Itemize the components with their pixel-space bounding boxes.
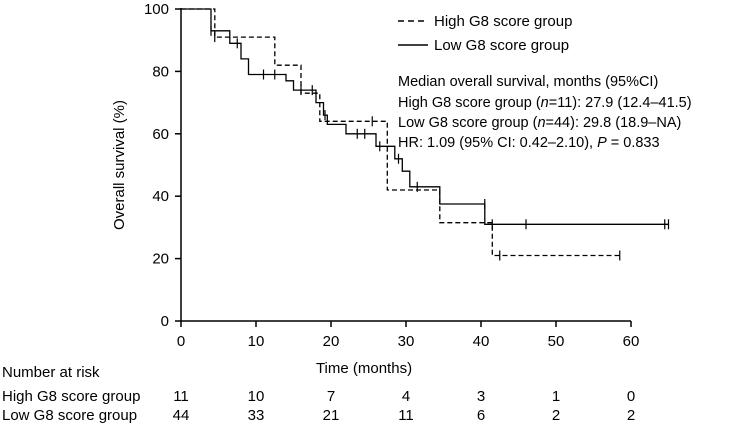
risk-table-title: Number at risk bbox=[2, 364, 100, 381]
risk-value-low-0: 44 bbox=[173, 407, 190, 424]
y-tick-label-100: 100 bbox=[144, 1, 169, 18]
y-tick-label-80: 80 bbox=[152, 63, 169, 80]
legend: High G8 score group Low G8 score group bbox=[398, 13, 572, 54]
risk-value-high-30: 4 bbox=[402, 388, 410, 405]
y-tick-label-20: 20 bbox=[152, 251, 169, 268]
risk-value-high-60: 0 bbox=[627, 388, 635, 405]
risk-value-high-20: 7 bbox=[327, 388, 335, 405]
risk-value-high-0: 11 bbox=[173, 388, 189, 405]
risk-row-label-low: Low G8 score group bbox=[2, 407, 137, 424]
x-tick-label-20: 20 bbox=[323, 333, 340, 350]
risk-value-low-60: 2 bbox=[627, 407, 635, 424]
x-tick-label-50: 50 bbox=[548, 333, 565, 350]
y-tick-label-0: 0 bbox=[161, 313, 169, 330]
y-axis-title: Overall survival (%) bbox=[111, 100, 128, 230]
risk-value-high-50: 1 bbox=[552, 388, 560, 405]
risk-value-low-50: 2 bbox=[552, 407, 560, 424]
x-axis-title: Time (months) bbox=[316, 360, 412, 377]
risk-row-label-high: High G8 score group bbox=[2, 388, 140, 405]
annotation-header: Median overall survival, months (95%CI) bbox=[398, 74, 658, 90]
annotation-hr: HR: 1.09 (95% CI: 0.42–2.10), P = 0.833 bbox=[398, 135, 660, 151]
y-tick-label-40: 40 bbox=[152, 188, 169, 205]
x-tick-label-30: 30 bbox=[398, 333, 415, 350]
x-tick-label-10: 10 bbox=[248, 333, 265, 350]
risk-value-low-20: 21 bbox=[323, 407, 340, 424]
series-line-high bbox=[181, 8, 620, 257]
risk-value-high-10: 10 bbox=[248, 388, 265, 405]
y-tick-label-60: 60 bbox=[152, 126, 169, 143]
risk-value-low-10: 33 bbox=[248, 407, 265, 424]
annotation-low: Low G8 score group (n=44): 29.8 (18.9–NA… bbox=[398, 115, 681, 131]
risk-value-high-40: 3 bbox=[477, 388, 485, 405]
legend-label-high: High G8 score group bbox=[434, 13, 572, 30]
legend-label-low: Low G8 score group bbox=[434, 37, 569, 54]
x-tick-label-40: 40 bbox=[473, 333, 490, 350]
risk-value-low-30: 11 bbox=[398, 407, 414, 424]
median-survival-annotation: Median overall survival, months (95%CI) … bbox=[398, 74, 692, 151]
risk-value-low-40: 6 bbox=[477, 407, 485, 424]
annotation-high: High G8 score group (n=11): 27.9 (12.4–4… bbox=[398, 95, 692, 111]
x-tick-label-0: 0 bbox=[177, 333, 185, 350]
x-tick-label-60: 60 bbox=[623, 333, 640, 350]
